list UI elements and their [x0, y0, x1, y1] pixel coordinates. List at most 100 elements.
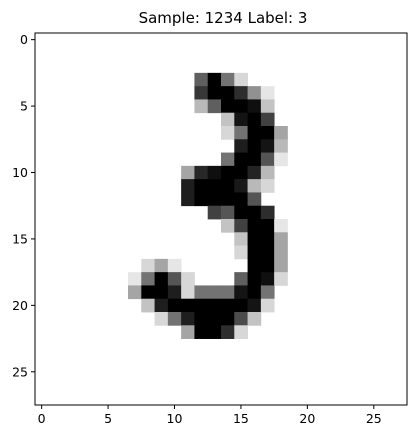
- pixel-cell: [274, 152, 288, 167]
- pixel-cell: [207, 99, 222, 114]
- pixel-cell: [141, 258, 155, 273]
- pixel-cell: [194, 99, 209, 114]
- pixel-cell: [154, 272, 169, 286]
- pixel-cell: [221, 99, 235, 114]
- pixel-cell: [247, 152, 262, 167]
- pixel-cell: [167, 272, 182, 286]
- pixel-cell: [247, 219, 262, 233]
- y-tick-label: 0: [20, 32, 28, 47]
- pixel-cell: [167, 285, 182, 300]
- pixel-cell: [194, 285, 209, 300]
- pixel-cell: [221, 285, 235, 300]
- pixel-cell: [260, 285, 275, 300]
- pixel-cell: [247, 205, 262, 220]
- pixel-cell: [234, 272, 248, 286]
- pixel-cell: [207, 325, 222, 339]
- pixel-cell: [141, 272, 155, 286]
- x-tick-label: 5: [104, 411, 112, 426]
- pixel-cell: [260, 86, 275, 100]
- pixel-cell: [234, 192, 248, 207]
- pixel-cell: [274, 232, 288, 246]
- pixel-cell: [260, 272, 275, 286]
- pixel-cell: [260, 179, 275, 193]
- pixel-cell: [260, 112, 275, 127]
- pixel-cell: [247, 165, 262, 180]
- pixel-cell: [128, 272, 142, 286]
- pixel-cell: [274, 126, 288, 140]
- pixel-cell: [234, 112, 248, 127]
- pixel-cell: [194, 312, 209, 326]
- pixel-cells: [128, 72, 288, 339]
- pixel-cell: [207, 298, 222, 313]
- pixel-cell: [181, 192, 195, 207]
- pixel-cell: [247, 312, 262, 326]
- pixel-cell: [207, 192, 222, 207]
- y-tick-label: 20: [12, 298, 28, 313]
- pixel-cell: [207, 312, 222, 326]
- pixel-cell: [234, 152, 248, 167]
- pixel-cell: [221, 86, 235, 100]
- pixel-cell: [207, 205, 222, 220]
- pixel-cell: [181, 325, 195, 339]
- pixel-cell: [260, 152, 275, 167]
- pixel-cell: [167, 258, 182, 273]
- pixel-cell: [207, 179, 222, 193]
- pixel-cell: [234, 179, 248, 193]
- pixel-cell: [141, 285, 155, 300]
- pixel-cell: [260, 205, 275, 220]
- pixel-cell: [234, 298, 248, 313]
- pixel-cell: [247, 112, 262, 127]
- pixel-cell: [181, 165, 195, 180]
- y-tick-label: 25: [12, 364, 28, 379]
- pixel-cell: [207, 86, 222, 100]
- pixel-cell: [260, 232, 275, 246]
- pixel-cell: [221, 325, 235, 339]
- pixel-cell: [274, 219, 288, 233]
- pixel-cell: [260, 165, 275, 180]
- pixel-cell: [274, 139, 288, 153]
- pixel-cell: [260, 126, 275, 140]
- pixel-cell: [247, 245, 262, 260]
- pixel-cell: [141, 298, 155, 313]
- pixel-cell: [234, 99, 248, 114]
- pixel-cell: [194, 192, 209, 207]
- pixel-cell: [221, 126, 235, 140]
- pixel-cell: [181, 298, 195, 313]
- pixel-cell: [234, 86, 248, 100]
- pixel-cell: [154, 298, 169, 313]
- pixel-cell: [221, 192, 235, 207]
- chart-title: Sample: 1234 Label: 3: [139, 9, 308, 27]
- pixel-cell: [260, 99, 275, 114]
- pixel-cell: [221, 219, 235, 233]
- pixel-cell: [128, 285, 142, 300]
- pixel-cell: [247, 139, 262, 153]
- pixel-cell: [194, 298, 209, 313]
- pixel-cell: [181, 179, 195, 193]
- pixel-cell: [221, 165, 235, 180]
- pixel-cell: [234, 325, 248, 339]
- x-tick-label: 0: [38, 411, 46, 426]
- pixel-cell: [247, 99, 262, 114]
- y-tick-label: 15: [12, 231, 28, 246]
- x-tick-label: 15: [233, 411, 249, 426]
- pixel-cell: [154, 312, 169, 326]
- y-axis: 0 5 10 15 20 25: [12, 32, 35, 379]
- pixel-cell: [221, 312, 235, 326]
- pixel-cell: [247, 86, 262, 100]
- plot-frame: [34, 32, 408, 406]
- pixel-cell: [194, 325, 209, 339]
- pixel-cell: [154, 285, 169, 300]
- pixel-cell: [154, 258, 169, 273]
- pixel-cell: [247, 192, 262, 207]
- pixel-cell: [260, 219, 275, 233]
- pixel-cell: [207, 285, 222, 300]
- pixel-cell: [221, 298, 235, 313]
- pixel-cell: [247, 232, 262, 246]
- y-tick-label: 10: [12, 165, 28, 180]
- pixel-cell: [221, 72, 235, 87]
- pixel-cell: [247, 126, 262, 140]
- heatmap-plot: [34, 32, 408, 406]
- pixel-cell: [260, 298, 275, 313]
- pixel-cell: [234, 205, 248, 220]
- pixel-cell: [247, 179, 262, 193]
